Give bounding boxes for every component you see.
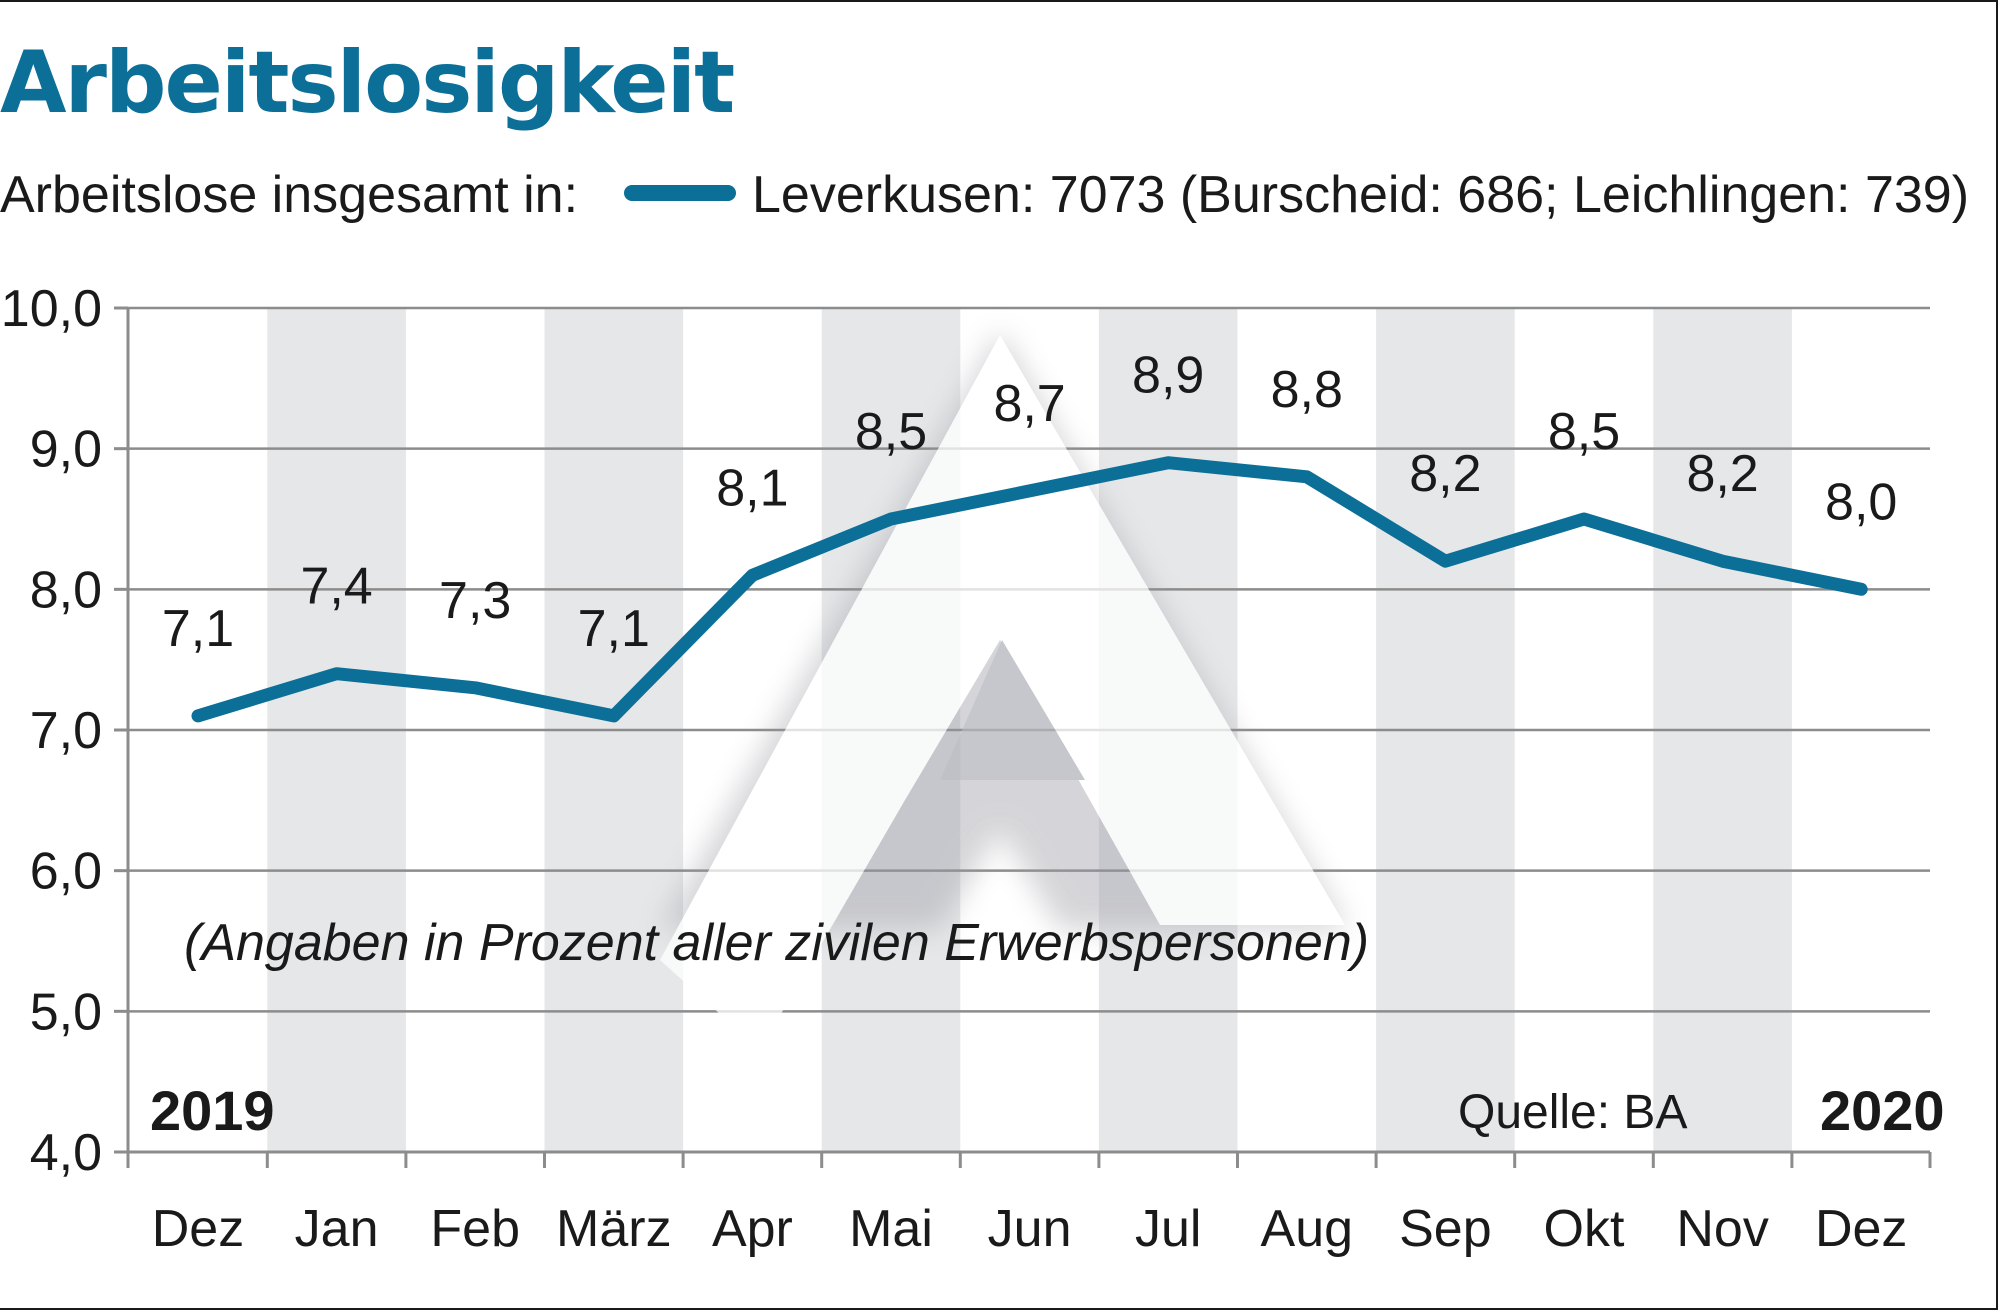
data-label: 7,3: [439, 572, 511, 630]
chart-note: (Angaben in Prozent aller zivilen Erwerb…: [184, 914, 1369, 972]
y-tick-label: 4,0: [30, 1124, 102, 1182]
x-tick-label: Sep: [1399, 1200, 1492, 1258]
x-axis-ticks: Dez Jan Feb März Apr Mai Jun Jul Aug Sep Okt Nov Dez: [126, 1152, 1932, 1258]
y-tick-label: 9,0: [30, 421, 102, 479]
legend-label: Leverkusen: 7073 (Burscheid: 686; Leichl…: [752, 166, 1969, 224]
data-label: 8,8: [1271, 361, 1343, 419]
data-label: 8,5: [855, 403, 927, 461]
y-tick-label: 10,0: [1, 280, 102, 338]
y-axis-ticks: 4,0 5,0 6,0 7,0 8,0 9,0 10,0: [1, 280, 128, 1182]
x-tick-label: März: [556, 1200, 672, 1258]
y-tick-label: 8,0: [30, 561, 102, 619]
chart-title: Arbeitslosigkeit: [0, 33, 734, 133]
x-tick-label: Feb: [430, 1200, 520, 1258]
x-tick-label: Dez: [152, 1200, 244, 1258]
data-label: 8,0: [1825, 473, 1897, 531]
x-tick-label: Dez: [1815, 1200, 1907, 1258]
x-tick-label: Mai: [849, 1200, 933, 1258]
year-end-label: 2020: [1820, 1079, 1945, 1142]
x-tick-label: Nov: [1676, 1200, 1768, 1258]
series-line-leverkusen: [191, 456, 1868, 723]
x-tick-label: Jul: [1135, 1200, 1201, 1258]
x-tick-label: Jan: [295, 1200, 379, 1258]
data-label: 8,5: [1548, 403, 1620, 461]
data-label: 8,9: [1132, 347, 1204, 405]
y-tick-label: 6,0: [30, 843, 102, 901]
y-tick-label: 7,0: [30, 702, 102, 760]
data-label: 7,1: [162, 600, 234, 658]
x-tick-label: Apr: [712, 1200, 793, 1258]
data-labels: 7,1 7,4 7,3 7,1 8,1 8,5 8,7 8,9 8,8 8,2 8,5 8,2 8,0: [162, 347, 1897, 658]
data-label: 8,1: [716, 459, 788, 517]
watermark-logo: [660, 330, 1348, 1050]
data-label: 8,2: [1409, 445, 1481, 503]
data-label: 7,4: [300, 558, 372, 616]
y-tick-label: 5,0: [30, 983, 102, 1041]
data-label: 7,1: [578, 600, 650, 658]
x-tick-label: Jun: [988, 1200, 1072, 1258]
x-tick-label: Aug: [1261, 1200, 1354, 1258]
data-label: 8,7: [993, 375, 1065, 433]
chart-subtitle: Arbeitslose insgesamt in:: [0, 166, 578, 224]
year-start-label: 2019: [150, 1079, 275, 1142]
x-tick-label: Okt: [1544, 1200, 1625, 1258]
data-label: 8,2: [1686, 445, 1758, 503]
source-label: Quelle: BA: [1458, 1086, 1687, 1139]
